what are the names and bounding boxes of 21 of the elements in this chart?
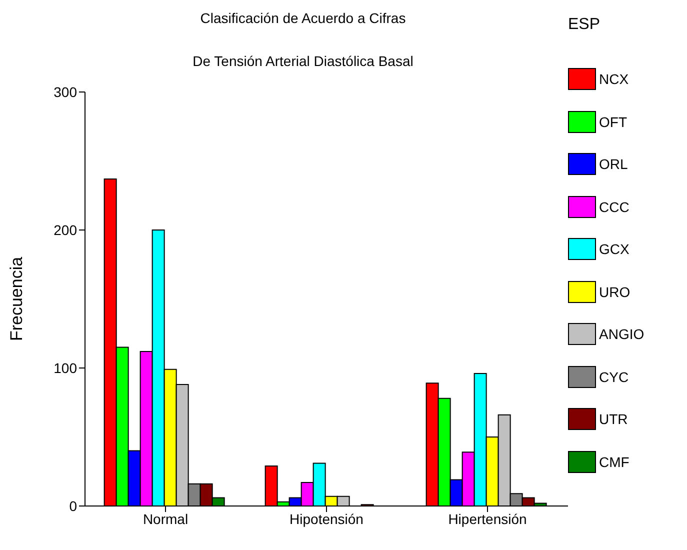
legend-label: UTR [599,411,628,428]
x-tick-label: Normal [142,510,188,527]
legend-label: URO [599,284,630,300]
chart-subtitle: De Tensión Arterial Diastólica Basal [192,53,414,69]
legend-label: ORL [599,156,628,172]
legend-label: NCX [599,71,629,88]
legend-label: OFT [599,114,627,130]
legend-label: ANGIO [599,326,644,342]
y-tick-label: 100 [54,360,78,376]
x-tick-label: Hipertensión [448,510,527,527]
legend-label: CMF [599,454,630,470]
legend-title: ESP [568,16,602,34]
y-axis-title: Frecuencia [7,256,26,342]
y-tick-label: 200 [54,222,78,238]
x-tick-label: Hipotensión [290,510,364,527]
legend-label: CCC [599,198,630,215]
y-tick-label: 0 [69,498,78,514]
legend-label: CYC [599,368,629,385]
y-tick-label: 300 [54,84,78,100]
chart-title: Clasificación de Acuerdo a Cifras [200,10,406,26]
legend-label: GCX [599,241,630,258]
